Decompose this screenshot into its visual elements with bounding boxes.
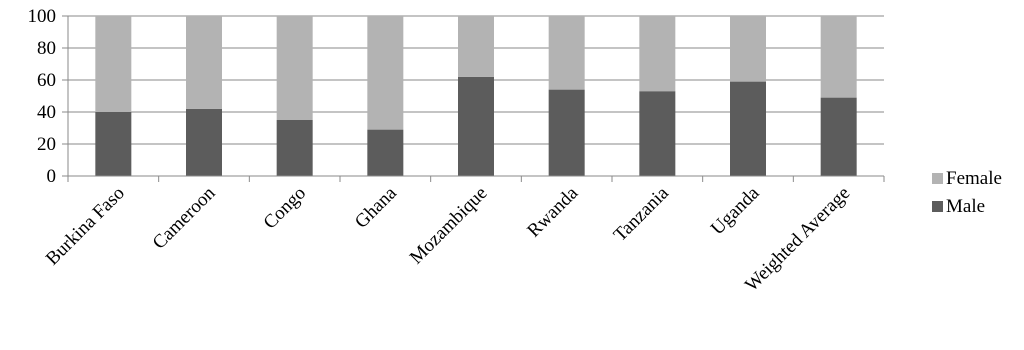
bar-male-cameroon: [186, 108, 222, 176]
bar-male-weighted-average: [820, 97, 857, 176]
bar-female-ghana: [367, 16, 404, 130]
bar-male-burkina-faso: [95, 112, 132, 176]
x-tick-labels: Burkina Faso Cameroon Congo Ghana Mozambique…: [42, 182, 854, 296]
bar-male-uganda: [730, 81, 766, 176]
y-tick-label: 100: [28, 6, 57, 27]
bar-female-tanzania: [639, 16, 676, 92]
bar-female-mozambique: [458, 16, 494, 77]
bar-female-uganda: [730, 16, 766, 82]
legend-swatch-male: [932, 201, 943, 212]
x-tick-label: Rwanda: [523, 182, 582, 241]
x-tick-label: Tanzania: [610, 182, 674, 246]
y-tick-labels: 0 20 40 60 80 100: [28, 6, 57, 187]
legend-label-male: Male: [946, 196, 985, 217]
x-tick-label: Mozambique: [406, 183, 492, 269]
y-tick-label: 40: [37, 102, 56, 123]
y-tick-label: 60: [37, 70, 56, 91]
x-tick-label: Congo: [260, 183, 311, 234]
bars: [95, 16, 857, 176]
y-tick-label: 0: [47, 166, 57, 187]
bar-male-tanzania: [639, 91, 676, 176]
legend-swatch-female: [932, 173, 943, 184]
bar-female-weighted-average: [820, 16, 857, 98]
x-tick-label: Uganda: [707, 182, 764, 239]
bar-female-burkina-faso: [95, 16, 132, 112]
bar-male-rwanda: [548, 89, 585, 176]
x-tick-label: Burkina Faso: [42, 183, 129, 270]
y-tick-label: 80: [37, 38, 56, 59]
bar-female-congo: [276, 16, 313, 120]
bar-female-rwanda: [548, 16, 585, 90]
legend: Female Male: [932, 168, 1002, 217]
y-tick-label: 20: [37, 134, 56, 155]
x-tick-label: Cameroon: [149, 182, 220, 253]
bar-female-cameroon: [186, 16, 222, 109]
axes: [62, 15, 885, 182]
bar-male-mozambique: [458, 76, 494, 176]
legend-label-female: Female: [946, 168, 1002, 189]
x-tick-label: Ghana: [351, 182, 401, 232]
bar-male-congo: [276, 120, 313, 176]
bar-male-ghana: [367, 129, 404, 176]
